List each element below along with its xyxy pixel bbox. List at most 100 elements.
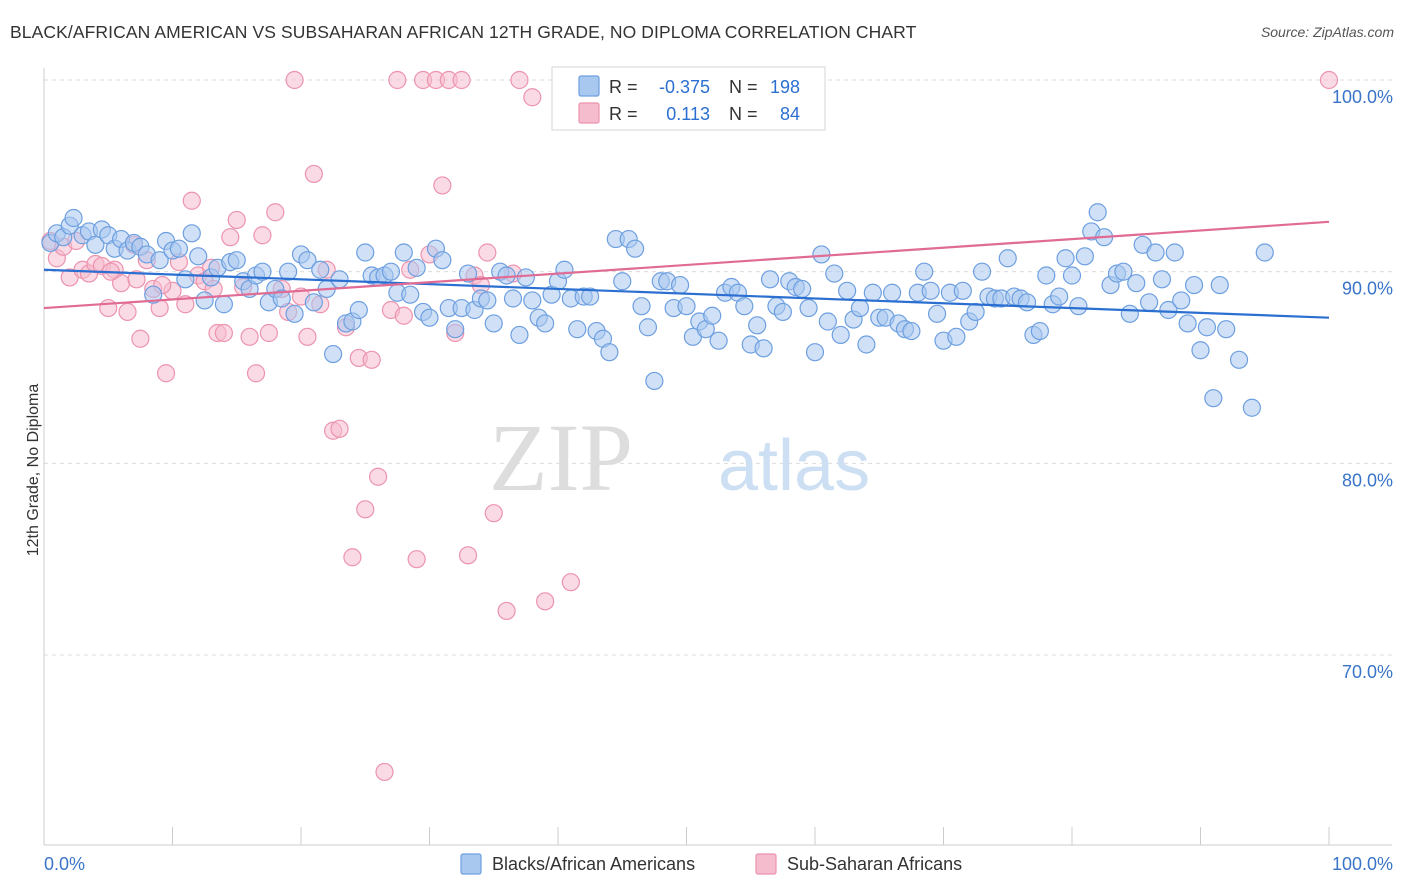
data-point-black bbox=[703, 306, 722, 325]
data-point-black bbox=[279, 262, 298, 281]
data-point-black bbox=[972, 262, 992, 281]
data-point-sub-saharan bbox=[523, 88, 542, 107]
data-point-black bbox=[497, 266, 516, 285]
data-point-black bbox=[169, 239, 189, 258]
data-point-black bbox=[1255, 243, 1274, 262]
data-point-sub-saharan bbox=[375, 762, 394, 782]
data-point-sub-saharan bbox=[407, 550, 426, 569]
data-point-black bbox=[831, 325, 850, 345]
legend-r-value-1: -0.375 bbox=[659, 77, 710, 97]
data-point-black bbox=[1127, 274, 1146, 293]
data-point-sub-saharan bbox=[484, 504, 503, 523]
y-axis-label: 12th Grade, No Diploma bbox=[25, 384, 42, 557]
data-point-black bbox=[144, 285, 163, 304]
data-point-black bbox=[632, 297, 651, 316]
data-point-sub-saharan bbox=[240, 327, 259, 346]
data-point-sub-saharan bbox=[214, 323, 233, 343]
data-point-black bbox=[298, 251, 317, 270]
data-point-sub-saharan bbox=[127, 270, 146, 289]
data-point-sub-saharan bbox=[478, 243, 497, 262]
data-point-sub-saharan bbox=[99, 298, 118, 318]
source-credit: Source: ZipAtlas.com bbox=[1260, 24, 1394, 40]
x-tick-label-max: 100.0% bbox=[1332, 854, 1393, 874]
data-point-sub-saharan bbox=[561, 573, 580, 592]
legend-n-value-1: 198 bbox=[770, 77, 800, 97]
data-point-black bbox=[176, 270, 195, 289]
data-point-black bbox=[394, 243, 413, 262]
data-point-black bbox=[863, 283, 882, 302]
data-point-black bbox=[921, 281, 940, 300]
data-point-black bbox=[1017, 293, 1037, 312]
data-point-black bbox=[189, 247, 208, 266]
data-point-black bbox=[1062, 266, 1082, 285]
y-tick-label: 100.0% bbox=[1332, 87, 1393, 107]
data-point-black bbox=[568, 320, 587, 339]
data-point-black bbox=[1229, 350, 1249, 369]
chart-title: BLACK/AFRICAN AMERICAN VS SUBSAHARAN AFR… bbox=[10, 22, 917, 42]
data-point-black bbox=[947, 327, 966, 346]
data-point-sub-saharan bbox=[266, 203, 285, 222]
data-point-sub-saharan bbox=[452, 70, 471, 90]
data-point-sub-saharan bbox=[131, 329, 150, 348]
legend-r-value-2: 0.113 bbox=[666, 104, 710, 124]
data-point-sub-saharan bbox=[176, 295, 195, 314]
data-point-black bbox=[536, 314, 555, 333]
watermark-zip: ZIP bbox=[489, 404, 633, 511]
data-point-black bbox=[1172, 291, 1191, 310]
data-point-black bbox=[1159, 300, 1178, 320]
data-point-black bbox=[709, 331, 728, 350]
data-point-black bbox=[850, 298, 870, 318]
series-legend: Blacks/African Americans Sub-Saharan Afr… bbox=[460, 853, 962, 875]
data-point-black bbox=[227, 251, 246, 270]
data-point-black bbox=[882, 283, 902, 302]
legend-n-label-1: N = bbox=[729, 77, 758, 97]
data-point-black bbox=[150, 251, 169, 270]
data-point-black bbox=[446, 320, 465, 339]
data-point-black bbox=[324, 344, 343, 364]
data-point-black bbox=[600, 343, 619, 362]
data-point-black bbox=[760, 270, 780, 289]
data-point-sub-saharan bbox=[536, 592, 555, 611]
data-point-black bbox=[1204, 389, 1223, 408]
data-point-black bbox=[381, 262, 401, 281]
data-point-black bbox=[915, 262, 934, 281]
data-point-sub-saharan bbox=[182, 191, 201, 210]
data-point-sub-saharan bbox=[298, 327, 317, 346]
legend-n-value-2: 84 bbox=[780, 104, 800, 124]
data-point-black bbox=[1165, 243, 1184, 262]
data-point-black bbox=[420, 308, 439, 327]
data-point-black bbox=[356, 243, 375, 262]
legend-r-label-2: R = bbox=[609, 104, 638, 124]
data-point-black bbox=[1050, 287, 1069, 306]
data-point-black bbox=[401, 285, 420, 304]
data-point-black bbox=[1197, 318, 1217, 337]
x-tick-label-min: 0.0% bbox=[44, 854, 85, 874]
data-point-black bbox=[1056, 249, 1075, 268]
y-tick-labels: 100.0% 90.0% 80.0% 70.0% bbox=[1332, 87, 1393, 682]
data-point-black bbox=[304, 293, 323, 312]
bottom-legend-swatch-blue bbox=[460, 853, 482, 875]
data-point-sub-saharan bbox=[394, 306, 413, 325]
data-point-sub-saharan bbox=[285, 70, 304, 90]
data-point-black bbox=[677, 297, 696, 316]
data-point-black bbox=[754, 339, 773, 358]
y-tick-label: 70.0% bbox=[1342, 662, 1393, 682]
y-tick-label: 90.0% bbox=[1342, 279, 1393, 299]
data-point-black bbox=[966, 302, 985, 322]
data-point-black bbox=[1146, 243, 1165, 262]
data-point-black bbox=[805, 343, 825, 362]
series-black-points bbox=[41, 203, 1274, 417]
trend-line-sub-saharan bbox=[43, 220, 1330, 310]
data-point-sub-saharan bbox=[118, 302, 137, 322]
data-point-black bbox=[523, 291, 542, 310]
data-point-sub-saharan bbox=[362, 350, 381, 369]
data-point-black bbox=[86, 235, 105, 254]
data-point-black bbox=[1139, 293, 1159, 312]
data-point-black bbox=[625, 239, 645, 258]
data-point-black bbox=[516, 268, 535, 287]
data-point-black bbox=[503, 289, 523, 308]
data-point-sub-saharan bbox=[1319, 70, 1339, 90]
data-point-black bbox=[478, 291, 497, 310]
data-point-black bbox=[1120, 304, 1139, 323]
